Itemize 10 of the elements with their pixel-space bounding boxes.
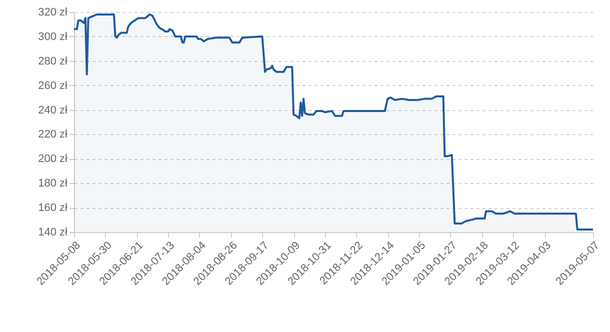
y-tick-label: 200 zł — [38, 153, 68, 166]
y-tick-label: 300 zł — [38, 30, 68, 43]
y-tick-label: 260 zł — [38, 80, 68, 92]
y-tick-label: 140 zł — [38, 226, 68, 238]
y-tick-label: 220 zł — [38, 128, 68, 141]
y-tick-label: 160 zł — [38, 202, 68, 214]
y-tick-label: 320 zł — [38, 6, 68, 18]
y-tick-label: 180 zł — [38, 178, 68, 190]
y-tick-label: 240 zł — [38, 104, 68, 116]
y-tick-label: 280 zł — [38, 55, 68, 68]
